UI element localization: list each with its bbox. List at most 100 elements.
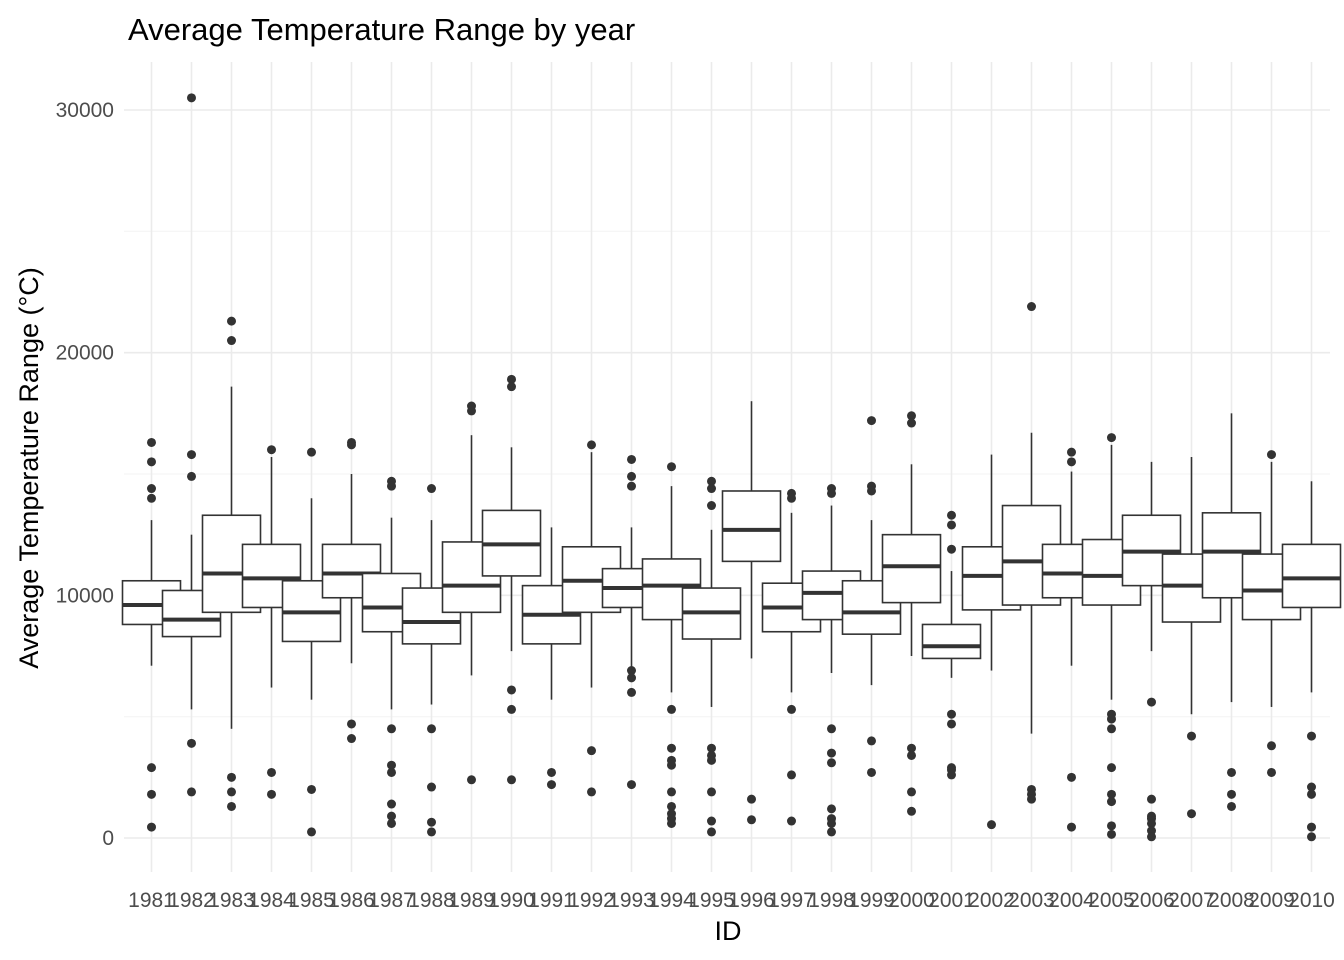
outlier-point [627, 780, 636, 790]
outlier-point [267, 789, 276, 799]
outlier-point [827, 488, 836, 498]
y-tick-label: 0 [102, 827, 114, 850]
outlier-point [187, 787, 196, 797]
x-tick-label: 2003 [1008, 889, 1055, 912]
outlier-point [787, 493, 796, 503]
outlier-point [187, 738, 196, 748]
outlier-point [187, 471, 196, 481]
outlier-point [147, 822, 156, 832]
outlier-point [947, 520, 956, 530]
outlier-point [1147, 794, 1156, 804]
box-iqr [721, 490, 782, 563]
outlier-point [1067, 822, 1076, 832]
outlier-point [387, 724, 396, 734]
y-tick-label: 10000 [56, 584, 114, 607]
x-tick-label: 1986 [328, 889, 375, 912]
outlier-point [707, 816, 716, 826]
outlier-point [1307, 832, 1316, 842]
x-tick-label: 2006 [1128, 889, 1175, 912]
x-tick-label: 1993 [608, 889, 655, 912]
outlier-point [627, 673, 636, 683]
x-tick-label: 1983 [208, 889, 255, 912]
y-tick-label: 20000 [56, 342, 114, 365]
boxplot-1990 [481, 374, 542, 785]
x-tick-label: 1995 [688, 889, 735, 912]
outlier-point [907, 787, 916, 797]
boxplot-1999 [841, 416, 902, 777]
outlier-point [907, 750, 916, 760]
outlier-point [827, 804, 836, 814]
outlier-point [387, 818, 396, 828]
x-tick-label: 2001 [928, 889, 975, 912]
outlier-point [507, 382, 516, 392]
outlier-point [1067, 772, 1076, 782]
outlier-point [1227, 789, 1236, 799]
outlier-point [427, 827, 436, 837]
outlier-point [827, 724, 836, 734]
y-axis-ticks: 0 10000 20000 30000 [56, 99, 114, 850]
outlier-point [507, 704, 516, 714]
outlier-point [1107, 763, 1116, 773]
outlier-point [907, 418, 916, 428]
outlier-point [1307, 822, 1316, 832]
outlier-point [147, 437, 156, 447]
outlier-point [307, 827, 316, 837]
outlier-point [427, 817, 436, 827]
outlier-point [1107, 714, 1116, 724]
outlier-point [307, 784, 316, 794]
x-tick-label: 1994 [648, 889, 695, 912]
outlier-point [427, 724, 436, 734]
outlier-point [707, 743, 716, 753]
outlier-point [667, 801, 676, 811]
outlier-point [187, 450, 196, 460]
outlier-point [1267, 741, 1276, 751]
outlier-point [147, 789, 156, 799]
outlier-point [1227, 767, 1236, 777]
outlier-point [587, 440, 596, 450]
x-tick-label: 1996 [728, 889, 775, 912]
x-axis-ticks: 1981198219831984198519861987198819891990… [128, 889, 1335, 912]
outlier-point [1107, 433, 1116, 443]
boxplot-1989 [441, 401, 502, 785]
x-axis-title: ID [715, 916, 742, 946]
x-tick-label: 1991 [528, 889, 575, 912]
outlier-point [227, 787, 236, 797]
outlier-point [227, 772, 236, 782]
outlier-point [147, 493, 156, 503]
boxplot-2001 [921, 510, 982, 780]
outlier-point [787, 770, 796, 780]
outlier-point [507, 685, 516, 695]
outlier-point [1187, 731, 1196, 741]
x-tick-label: 2005 [1088, 889, 1135, 912]
outlier-point [387, 481, 396, 491]
outlier-point [827, 748, 836, 758]
outlier-point [627, 687, 636, 697]
boxplot-1995 [681, 476, 742, 837]
outlier-point [1107, 797, 1116, 807]
x-tick-label: 1989 [448, 889, 495, 912]
outlier-point [347, 719, 356, 729]
outlier-point [307, 447, 316, 457]
outlier-point [707, 501, 716, 511]
outlier-point [1067, 447, 1076, 457]
outlier-point [1027, 302, 1036, 312]
outlier-point [1227, 801, 1236, 811]
outlier-point [587, 787, 596, 797]
outlier-point [1187, 809, 1196, 819]
outlier-point [627, 454, 636, 464]
outlier-point [787, 816, 796, 826]
outlier-point [347, 440, 356, 450]
outlier-point [547, 767, 556, 777]
x-tick-label: 2010 [1288, 889, 1335, 912]
outlier-point [1307, 789, 1316, 799]
x-tick-label: 2000 [888, 889, 935, 912]
outlier-point [1027, 794, 1036, 804]
outlier-point [387, 811, 396, 821]
outlier-point [467, 406, 476, 416]
outlier-point [707, 827, 716, 837]
outlier-point [747, 815, 756, 825]
x-tick-label: 1981 [128, 889, 175, 912]
outlier-point [507, 374, 516, 384]
outlier-point [507, 775, 516, 785]
